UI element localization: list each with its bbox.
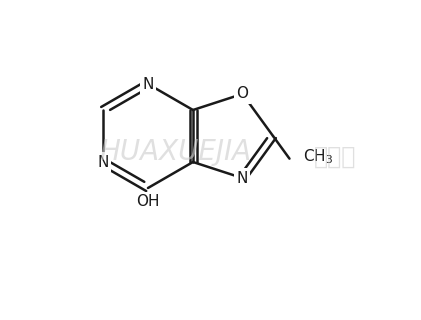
Text: CH$_3$: CH$_3$ [304,147,333,166]
Text: N: N [142,76,154,92]
Text: OH: OH [136,194,160,209]
Text: 化学加: 化学加 [314,145,356,169]
Text: HUAXUEJIA: HUAXUEJIA [99,138,251,166]
Text: N: N [237,171,248,186]
Text: N: N [97,155,109,170]
Text: O: O [237,86,248,101]
